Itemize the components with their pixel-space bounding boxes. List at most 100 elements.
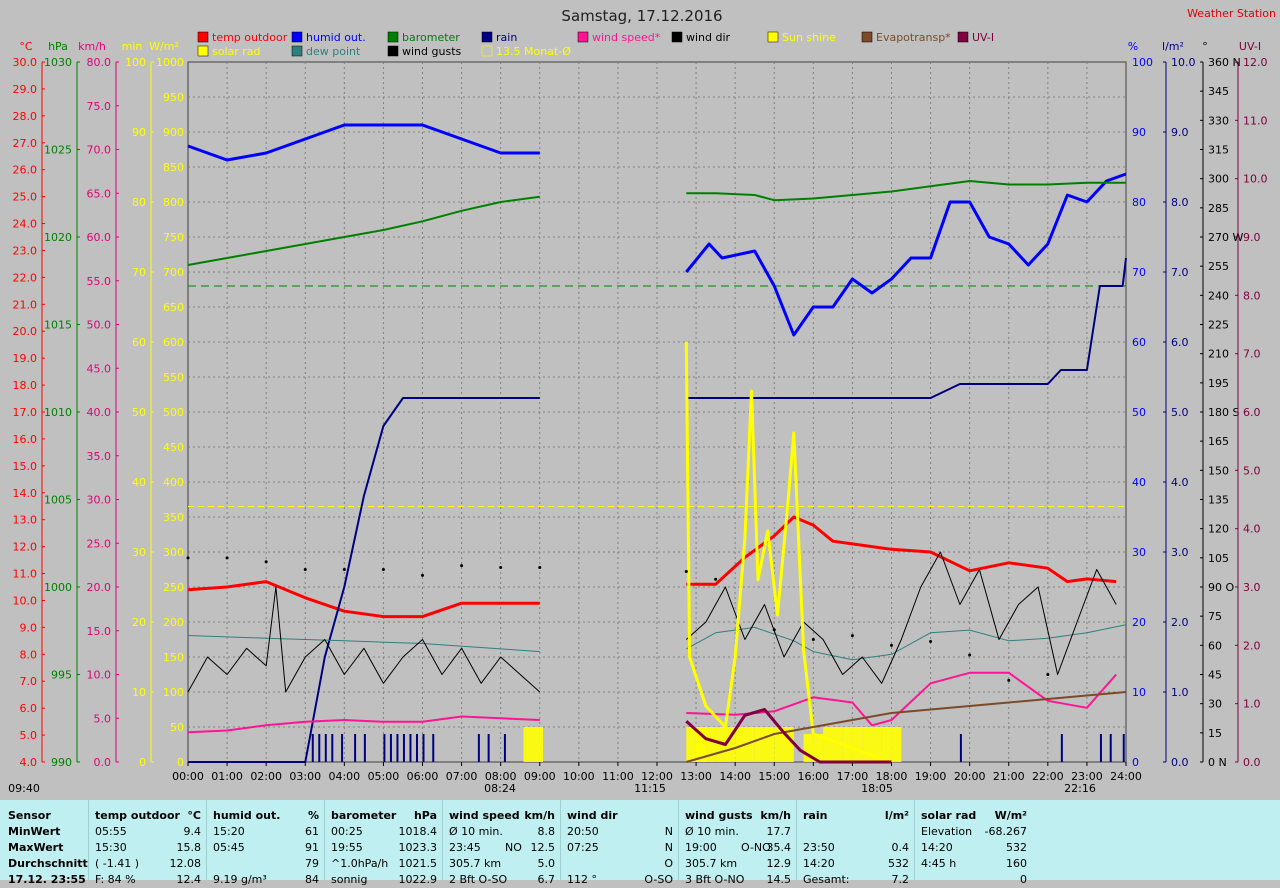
stats-column-title: humid out. [213,809,281,822]
legend-swatch-7 [861,31,873,43]
pct-axis-tick: 90 [1132,126,1146,139]
kmh-axis-tick: 40.0 [87,406,112,419]
stats-row: 305.7 km 5.0 [449,857,555,872]
stats-column-title: temp outdoor [95,809,180,822]
lm2-axis-tick: 10.0 [1171,56,1196,69]
stats-row: 4:45 h 160 [921,857,1027,872]
series-rain [188,397,540,763]
time-tick-label: 12:00 [641,770,673,783]
stats-cell-value: 160 [1006,857,1027,870]
uvi-axis-tick: 9.0 [1243,231,1261,244]
wm2-axis-tick: 250 [163,581,184,594]
wind-dir-point [1007,678,1011,682]
stats-cell-label: 19:00 [685,841,717,854]
time-tick-label: 05:00 [368,770,400,783]
stats-cell-label: 14:20 [921,841,953,854]
grid [188,62,1126,762]
stats-row: 2 Bft O-SO 6.7 [449,873,555,888]
rain-bar [1060,734,1063,762]
stats-cell-value: 12.9 [766,857,792,870]
uvi-axis-tick: 0.0 [1243,756,1261,769]
hpa-axis-tick: 1020 [44,231,72,244]
kmh-axis-tick: 30.0 [87,494,112,507]
rain-bar [1122,734,1125,762]
pct-axis-tick: 100 [1132,56,1153,69]
kmh-axis-tick: 10.0 [87,669,112,682]
wind-dir-point [772,628,776,632]
temp-axis-tick: 6.0 [20,702,38,715]
hpa-axis-tick: 990 [51,756,72,769]
temp-axis-tick: 5.0 [20,729,38,742]
lm2-axis-tick: 1.0 [1171,686,1189,699]
stats-row: 3 Bft O-NO 14.5 [685,873,791,888]
stats-row: Gesamt: 7.2 [803,873,909,888]
unit-uvi: UV-I [1239,40,1261,53]
stats-column-title: wind speed [449,809,520,822]
series-wind-speed- [686,671,1117,727]
deg-axis-tick: 180 S [1208,406,1239,419]
temp-axis-tick: 29.0 [13,83,38,96]
stats-cell-value: 17.7 [766,825,792,838]
stats-row: F: 84 % 12.4 [95,873,201,888]
temp-axis-tick: 19.0 [13,352,38,365]
wm2-axis-tick: 500 [163,406,184,419]
wm2-axis-tick: 950 [163,91,184,104]
deg-axis-tick: 210 [1208,348,1229,361]
stats-cell-value: 1021.5 [398,857,438,870]
wind-dir-point [499,566,503,570]
stats-cell-value: 12.5 [530,841,556,854]
deg-axis-tick: 15 [1208,727,1222,740]
stats-cell-label: ( -1.41 ) [95,857,140,870]
stats-column-title: wind gusts [685,809,753,822]
sunshine-bar [881,727,902,762]
stats-row: Ø 10 min. 8.8 [449,825,555,840]
kmh-axis-tick: 45.0 [87,362,112,375]
chart-title: Samstag, 17.12.2016 [561,7,722,25]
stats-row: 20:50 N [567,825,673,840]
deg-axis-tick: 0 N [1208,756,1227,769]
stats-cell-value: 8.8 [537,825,556,838]
statistics-panel: Sensor MinWert MaxWert Durchschnitt 17.12. 2… [0,800,1280,886]
stats-cell-extra: O-NO [741,841,771,854]
stats-row: 23:45 NO 12.5 [449,841,555,856]
lm2-axis-tick: 6.0 [1171,336,1189,349]
rain-bar [1109,734,1112,762]
kmh-axis-tick: 15.0 [87,625,112,638]
rain-bar [324,734,327,762]
deg-axis-tick: 255 [1208,260,1229,273]
moon-label: 22:16 [1064,782,1096,795]
wm2-axis-tick: 650 [163,301,184,314]
deg-axis-tick: 105 [1208,552,1229,565]
series-lines [186,123,1127,764]
wind-dir-point [342,568,346,571]
series-wind-gusts [685,551,1117,684]
wm2-axis-tick: 600 [163,336,184,349]
min-axis-tick: 40 [132,476,146,489]
stats-column-title: barometer [331,809,397,822]
deg-axis-tick: 300 [1208,173,1229,186]
rain-bar [354,734,357,762]
brand-label: Weather Station [1187,7,1276,20]
wind-dir-point [929,639,933,643]
legend-swatch-2 [387,31,399,43]
wm2-axis-tick: 550 [163,371,184,384]
stats-cell-label: 15:30 [95,841,127,854]
uvi-axis-tick: 5.0 [1243,464,1261,477]
stats-cell-value: 15.8 [176,841,202,854]
temp-axis-tick: 20.0 [13,325,38,338]
time-tick-label: 04:00 [328,770,360,783]
wm2-axis-tick: 400 [163,476,184,489]
stats-row-label: Durchschnitt [8,857,88,870]
time-tick-label: 20:00 [954,770,986,783]
rain-bar [409,734,412,762]
stats-row: Elevation -68.267 [921,825,1027,840]
series-wind-speed- [187,715,540,734]
stats-cell-label: 07:25 [567,841,599,854]
hpa-axis-tick: 995 [51,669,72,682]
temp-axis-tick: 24.0 [13,218,38,231]
wind-dir-point [684,569,688,573]
stats-cell-label: Elevation [921,825,973,838]
stats-cell-value: N [664,841,673,854]
lm2-axis-tick: 0.0 [1171,756,1189,769]
stats-cell-extra: NO [505,841,522,854]
